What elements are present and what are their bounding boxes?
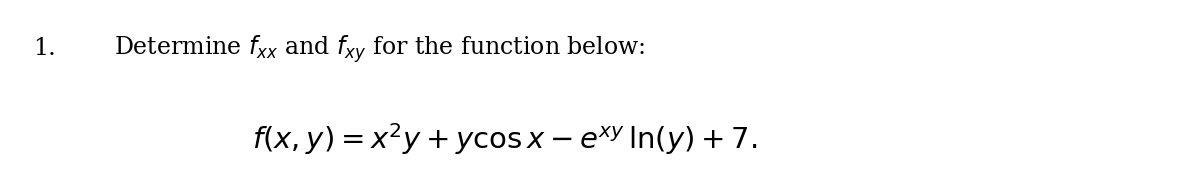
Text: 1.: 1.	[34, 37, 56, 60]
Text: $f(x, y) = x^2y + y\cos x - e^{xy}\,\ln(y) + 7.$: $f(x, y) = x^2y + y\cos x - e^{xy}\,\ln(…	[252, 121, 757, 157]
Text: Determine $f_{xx}$ and $f_{xy}$ for the function below:: Determine $f_{xx}$ and $f_{xy}$ for the …	[114, 33, 646, 65]
